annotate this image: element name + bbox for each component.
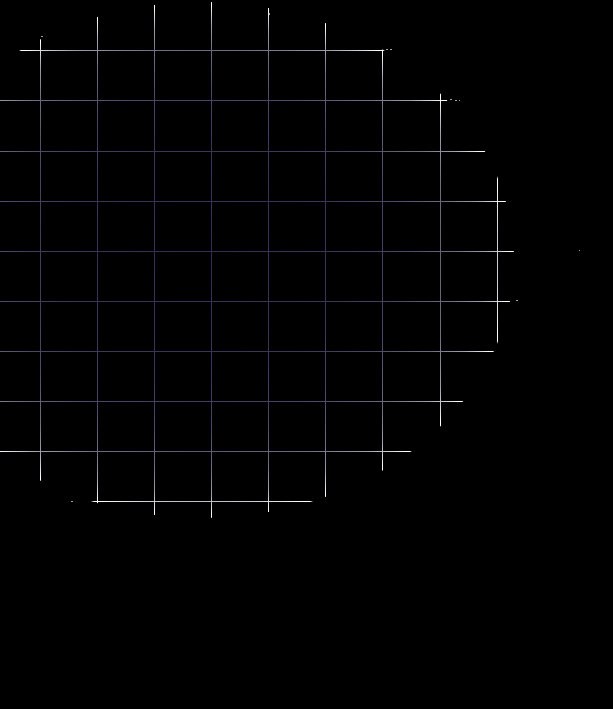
- grid-line-horizontal: [0, 351, 514, 352]
- grid-line-vertical: [268, 2, 269, 518]
- grid-line-horizontal: [0, 451, 514, 452]
- grid-line-vertical: [40, 2, 41, 518]
- grid-line-horizontal: [0, 151, 514, 152]
- grid-line-horizontal: [0, 100, 514, 101]
- grid-line-horizontal: [0, 50, 514, 51]
- grid-line-vertical: [497, 2, 498, 518]
- speck: [41, 36, 43, 37]
- speck: [459, 100, 460, 101]
- speck: [516, 300, 518, 301]
- speck: [390, 49, 392, 50]
- grid-line-vertical: [497, 2, 498, 518]
- grid-line-vertical: [440, 2, 441, 518]
- grid-line-vertical: [211, 2, 212, 518]
- speck: [386, 49, 388, 50]
- grid-line-horizontal: [0, 251, 514, 252]
- grid-line-horizontal: [0, 301, 514, 302]
- speck: [71, 501, 73, 502]
- grid-line-vertical: [97, 2, 98, 518]
- grid-line-horizontal: [0, 501, 514, 502]
- speck: [455, 100, 457, 101]
- speck: [269, 13, 270, 15]
- grid-line-horizontal: [0, 401, 514, 402]
- grid-line-vertical: [325, 2, 326, 518]
- grid-line-vertical: [154, 2, 155, 518]
- speck: [450, 99, 452, 100]
- grid-line-vertical: [382, 2, 383, 518]
- grid-line-horizontal: [0, 201, 514, 202]
- speck: [579, 250, 580, 251]
